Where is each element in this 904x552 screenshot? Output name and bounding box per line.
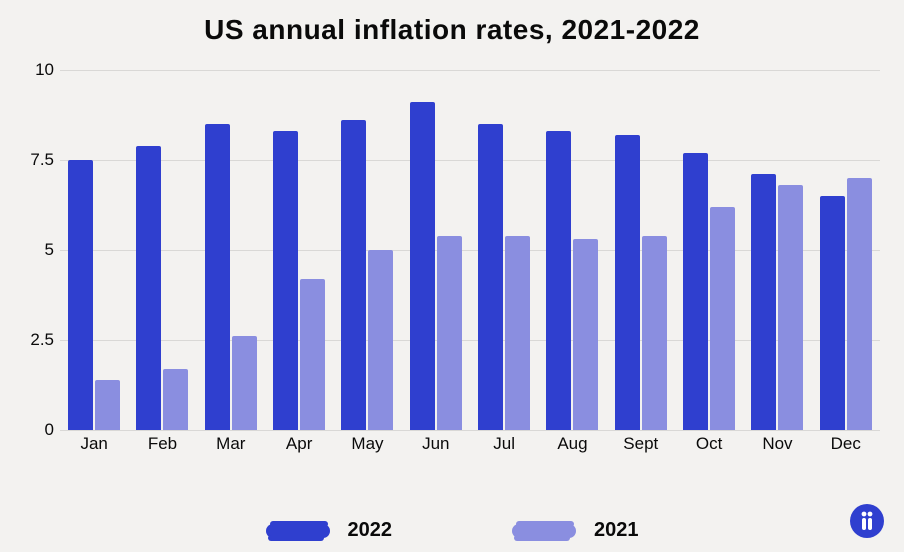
x-tick-label: Jan bbox=[60, 434, 128, 454]
legend-item-2021: 2021 bbox=[512, 519, 639, 542]
bar-2022 bbox=[68, 160, 93, 430]
bar-group bbox=[265, 70, 333, 430]
x-tick-label: Apr bbox=[265, 434, 333, 454]
bar-2021 bbox=[163, 369, 188, 430]
bar-2021 bbox=[368, 250, 393, 430]
bar-2022 bbox=[478, 124, 503, 430]
legend-swatch-2022 bbox=[266, 524, 330, 538]
bar-2021 bbox=[573, 239, 598, 430]
legend-label-2022: 2022 bbox=[348, 519, 393, 542]
x-tick-label: Aug bbox=[538, 434, 606, 454]
x-tick-label: Sept bbox=[607, 434, 675, 454]
bar-2021 bbox=[95, 380, 120, 430]
bar-2021 bbox=[710, 207, 735, 430]
x-tick-label: Dec bbox=[812, 434, 880, 454]
gridline bbox=[60, 430, 880, 431]
y-tick-label: 5 bbox=[16, 240, 54, 260]
bar-2022 bbox=[410, 102, 435, 430]
bar-2022 bbox=[615, 135, 640, 430]
chart-area: 02.557.510 JanFebMarAprMayJunJulAugSeptO… bbox=[60, 70, 880, 460]
bar-2022 bbox=[683, 153, 708, 430]
bar-2021 bbox=[505, 236, 530, 430]
brand-badge-icon bbox=[850, 504, 884, 538]
bar-2021 bbox=[232, 336, 257, 430]
bar-group bbox=[128, 70, 196, 430]
y-tick-label: 0 bbox=[16, 420, 54, 440]
y-tick-label: 2.5 bbox=[16, 330, 54, 350]
legend-label-2021: 2021 bbox=[594, 519, 639, 542]
x-tick-label: Mar bbox=[197, 434, 265, 454]
bar-group bbox=[607, 70, 675, 430]
bar-2022 bbox=[751, 174, 776, 430]
x-tick-label: Jun bbox=[402, 434, 470, 454]
bar-group bbox=[538, 70, 606, 430]
bar-group bbox=[197, 70, 265, 430]
legend-item-2022: 2022 bbox=[266, 519, 393, 542]
x-tick-label: Feb bbox=[128, 434, 196, 454]
bar-group bbox=[333, 70, 401, 430]
bar-2022 bbox=[820, 196, 845, 430]
bar-2021 bbox=[642, 236, 667, 430]
legend-swatch-2021 bbox=[512, 524, 576, 538]
bar-2022 bbox=[546, 131, 571, 430]
bar-2022 bbox=[273, 131, 298, 430]
x-tick-label: Jul bbox=[470, 434, 538, 454]
x-axis-labels: JanFebMarAprMayJunJulAugSeptOctNovDec bbox=[60, 434, 880, 454]
chart-title: US annual inflation rates, 2021-2022 bbox=[0, 0, 904, 46]
bar-2021 bbox=[300, 279, 325, 430]
bar-2021 bbox=[847, 178, 872, 430]
bar-group bbox=[675, 70, 743, 430]
bar-group bbox=[402, 70, 470, 430]
x-tick-label: Oct bbox=[675, 434, 743, 454]
bar-group bbox=[812, 70, 880, 430]
chart-plot: 02.557.510 bbox=[60, 70, 880, 430]
y-tick-label: 10 bbox=[16, 60, 54, 80]
bar-groups bbox=[60, 70, 880, 430]
bar-group bbox=[743, 70, 811, 430]
bar-2021 bbox=[778, 185, 803, 430]
bar-2021 bbox=[437, 236, 462, 430]
bar-group bbox=[470, 70, 538, 430]
bar-2022 bbox=[341, 120, 366, 430]
chart-legend: 2022 2021 bbox=[0, 519, 904, 542]
bar-2022 bbox=[205, 124, 230, 430]
y-tick-label: 7.5 bbox=[16, 150, 54, 170]
x-tick-label: May bbox=[333, 434, 401, 454]
bar-2022 bbox=[136, 146, 161, 430]
x-tick-label: Nov bbox=[743, 434, 811, 454]
bar-group bbox=[60, 70, 128, 430]
